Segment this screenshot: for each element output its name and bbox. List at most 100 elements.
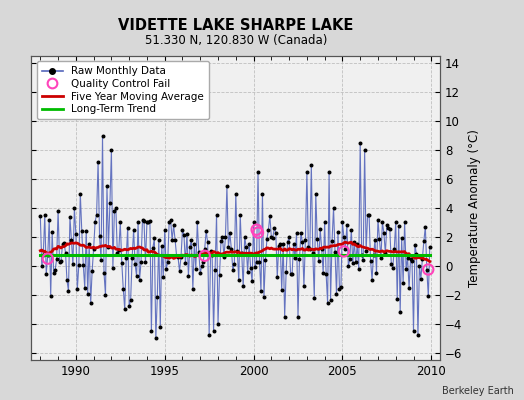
Point [323,300,332,306]
Point [144,219,152,225]
Point [344,262,353,269]
Point [126,296,135,303]
Point [43,252,52,259]
Point [346,256,354,263]
Point [303,169,311,175]
Point [267,234,276,240]
Point [297,230,305,236]
Point [232,190,240,197]
Point [146,218,154,224]
Point [76,190,84,197]
Point [211,267,219,274]
Point [95,233,104,239]
Point [52,256,61,263]
Point [347,226,355,233]
Point [45,216,53,223]
Point [36,213,45,220]
Point [91,218,100,225]
Point [276,241,285,247]
Point [254,169,262,175]
Point [245,241,253,247]
Point [420,238,428,244]
Point [67,237,75,243]
Point [177,254,185,260]
Point [82,228,91,234]
Point [236,212,244,218]
Point [264,227,272,233]
Point [325,169,333,175]
Point [241,234,249,240]
Point [237,250,246,257]
Point [61,250,70,256]
Point [54,208,62,214]
Point [110,208,118,214]
Text: 51.330 N, 120.830 W (Canada): 51.330 N, 120.830 W (Canada) [145,34,327,47]
Point [85,241,93,247]
Point [74,262,83,268]
Point [184,272,193,279]
Point [386,226,394,232]
Point [160,226,169,233]
Point [424,266,432,273]
Point [122,254,130,261]
Point [395,223,403,229]
Point [380,230,388,236]
Point [381,250,389,256]
Point [140,218,148,224]
Point [244,269,252,275]
Point [298,239,307,246]
Point [113,250,122,256]
Point [294,313,302,320]
Point [189,286,197,292]
Point [117,260,126,266]
Point [307,161,315,168]
Point [226,230,234,236]
Point [423,267,431,274]
Point [374,216,382,223]
Point [116,219,125,226]
Point [124,225,132,231]
Point [279,241,287,248]
Point [270,224,278,231]
Point [398,235,406,242]
Point [384,225,392,232]
Point [340,248,348,255]
Text: VIDETTE LAKE SHARPE LAKE: VIDETTE LAKE SHARPE LAKE [118,18,354,33]
Point [375,236,384,242]
Point [193,219,202,226]
Point [369,252,378,258]
Point [47,293,55,299]
Point [185,244,194,250]
Point [174,254,182,260]
Point [304,243,312,250]
Point [60,240,68,246]
Y-axis label: Temperature Anomaly (°C): Temperature Anomaly (°C) [468,129,481,287]
Point [318,246,326,252]
Point [266,212,274,219]
Point [208,252,216,258]
Point [314,258,323,265]
Point [83,290,92,297]
Point [387,260,396,267]
Point [239,283,247,290]
Point [172,252,181,259]
Point [69,261,77,268]
Point [368,276,376,283]
Point [296,255,304,262]
Point [99,132,107,139]
Point [49,270,58,276]
Point [371,236,379,243]
Point [291,254,299,261]
Point [271,230,280,236]
Point [192,266,200,272]
Point [201,252,209,259]
Point [201,245,209,252]
Point [107,147,116,153]
Point [150,235,159,242]
Point [220,254,228,260]
Point [421,224,430,230]
Point [198,263,206,269]
Point [408,258,416,264]
Point [81,284,89,291]
Legend: Raw Monthly Data, Quality Control Fail, Five Year Moving Average, Long-Term Tren: Raw Monthly Data, Quality Control Fail, … [37,61,209,120]
